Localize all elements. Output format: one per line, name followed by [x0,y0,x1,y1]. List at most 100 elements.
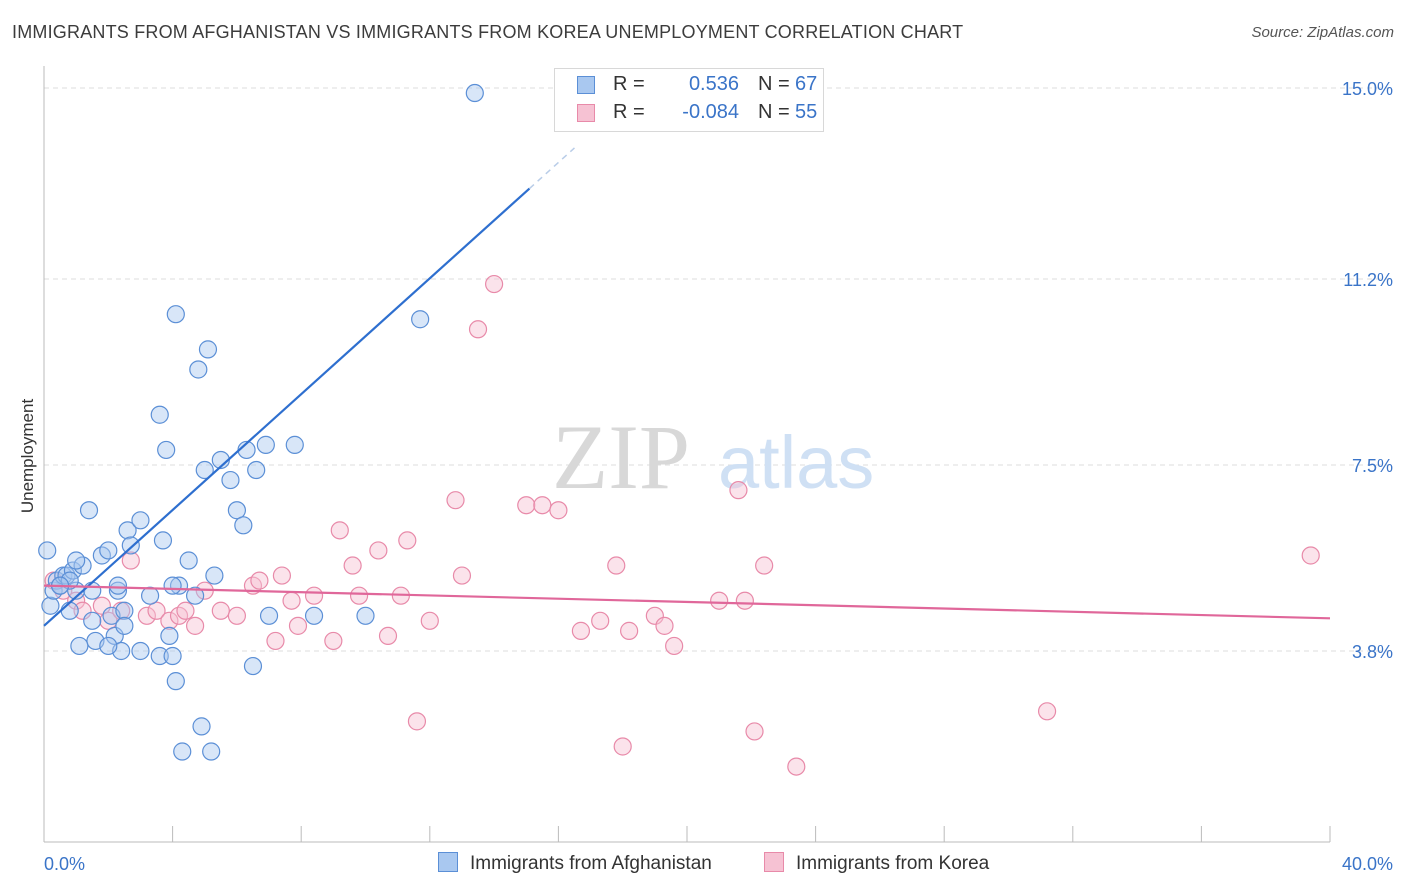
afghanistan-point [63,561,83,580]
r-value: -0.084 [682,101,739,123]
afghanistan-point [173,742,192,761]
afghanistan-point [121,536,140,555]
y-tick-label: 7.5% [1352,456,1393,476]
korea-point [1301,546,1320,565]
afghanistan-point [79,501,99,520]
korea-point [533,496,552,515]
afghanistan-point [189,360,208,379]
afghanistan-point [131,641,150,661]
korea-point [446,491,465,510]
afghanistan-point [259,606,279,625]
korea-point [729,481,748,500]
korea-point [266,631,285,651]
n-label: N = [758,101,790,123]
korea-point [137,606,156,625]
korea-point [655,616,674,635]
afghanistan-point [465,83,484,103]
tick-labels: 3.8% 7.5% 11.2% 15.0% 0.0% 40.0% [44,79,1393,874]
korea-points [44,274,1320,776]
afghanistan-point [70,636,89,656]
korea-point [571,621,591,640]
korea-point [211,601,230,620]
afghanistan-point [140,586,160,605]
afghanistan-point [115,601,134,620]
afghanistan-points [38,83,484,761]
afghanistan-point [118,521,137,540]
korea-point [324,631,343,651]
afghanistan-point [221,470,240,490]
korea-point [710,591,729,610]
afghanistan-swatch [438,852,458,872]
afghanistan-point [108,576,128,595]
y-axis-label: Unemployment [18,398,37,514]
korea-point [745,722,764,741]
korea-point [369,541,388,560]
korea-point [607,556,626,575]
r-label: R = [613,101,645,123]
afghanistan-point [227,501,246,520]
afghanistan-point [160,626,179,646]
korea-point [452,566,472,585]
afghanistan-point [186,586,205,605]
afghanistan-point [243,656,263,676]
afghanistan-point [411,310,430,329]
korea-point [420,611,439,630]
korea-point [147,601,166,620]
afghanistan-point [38,541,57,560]
afghanistan-point [115,616,134,635]
afghanistan-point [60,571,79,590]
korea-swatch [577,104,595,122]
afghanistan-point [150,405,169,424]
stats-legend: R = 0.536 N = 67 R = -0.084 N = 55 [554,68,824,132]
korea-point [227,606,246,625]
afghanistan-trend-extension [528,147,575,190]
korea-point [549,501,568,520]
korea-point [613,737,632,756]
r-label: R = [613,73,645,95]
korea-point [272,566,292,585]
afghanistan-point [99,541,118,560]
korea-point [160,611,179,630]
korea-point [121,551,140,570]
korea-point [1037,702,1057,721]
legend-item-afghanistan[interactable]: Immigrants from Afghanistan [438,852,712,875]
y-tick-label: 15.0% [1342,79,1393,99]
korea-point [67,591,86,610]
korea-point [349,586,369,605]
afghanistan-point [202,742,221,761]
afghanistan-point [166,305,185,324]
korea-point [343,556,362,575]
trend-lines [43,147,1331,627]
afghanistan-trend-line [43,187,531,627]
afghanistan-point [256,435,275,454]
y-tick-label: 11.2% [1343,270,1393,290]
korea-point [755,556,774,575]
n-value: 67 [795,73,818,95]
korea-point [186,616,205,635]
afghanistan-point [285,435,304,454]
watermark: ZIP atlas [552,406,874,508]
afghanistan-point [205,566,224,585]
x-tick-label: 40.0% [1342,854,1393,874]
legend-label-korea: Immigrants from Korea [796,853,990,874]
afghanistan-point [163,646,182,666]
watermark-zip: ZIP [552,406,690,508]
afghanistan-point [195,460,214,480]
afghanistan-point [179,551,198,570]
afghanistan-point [67,551,86,570]
n-value: 55 [795,101,818,123]
korea-point [378,626,398,646]
afghanistan-point [247,460,266,480]
korea-point [485,274,504,294]
korea-point [591,611,610,630]
korea-point [282,591,301,610]
legend-item-korea[interactable]: Immigrants from Korea [764,852,989,875]
korea-point [330,521,349,540]
afghanistan-point [153,531,173,550]
axes [43,66,1331,843]
y-tick-label: 3.8% [1352,642,1393,662]
afghanistan-point [198,340,218,359]
afghanistan-point [41,596,60,615]
afghanistan-point [99,636,118,656]
